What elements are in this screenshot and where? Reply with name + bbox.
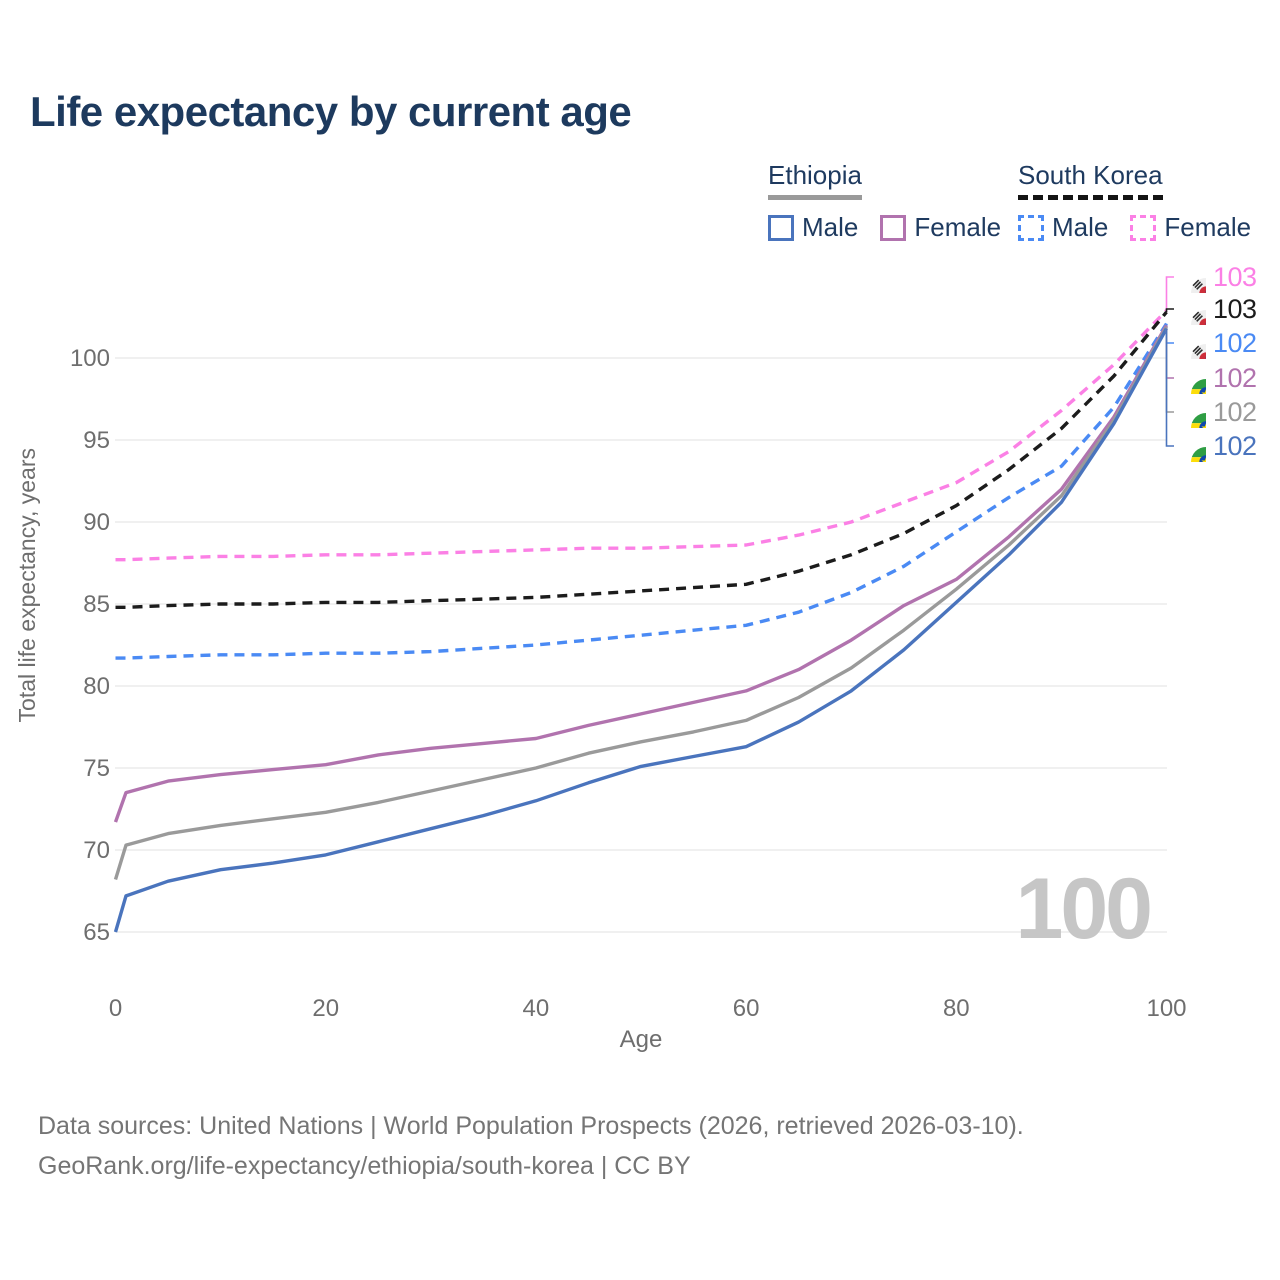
chart-line-sk_male: [115, 322, 1168, 660]
ethiopia-flag-icon: [1176, 364, 1206, 394]
legend-country-label: Ethiopia: [768, 160, 862, 200]
chart-line-eth_total: [113, 325, 1168, 880]
footer: Data sources: United Nations | World Pop…: [38, 1106, 1024, 1186]
leader-line-eth_female: [1165, 325, 1174, 379]
end-label-row-sk_female: 103: [1176, 262, 1257, 293]
legend-swatch: [1130, 214, 1157, 241]
y-tick-label: 85: [83, 591, 110, 618]
legend-item-label: Male: [802, 212, 859, 242]
end-value-label: 102: [1213, 328, 1257, 358]
legend-item-ethiopia-male[interactable]: Male: [768, 212, 858, 243]
end-label-row-eth_male: 102: [1176, 431, 1257, 462]
chart-line-eth_female: [113, 324, 1168, 823]
y-tick-label: 70: [83, 837, 110, 864]
legend-group-1: South Korea Male Female: [1018, 160, 1251, 243]
x-tick-label: 60: [733, 995, 760, 1022]
age-counter-watermark: 100: [1015, 861, 1154, 957]
legend-item-ethiopia-female[interactable]: Female: [880, 212, 1001, 243]
leader-line-eth_male: [1165, 328, 1174, 447]
data-sources-line: Data sources: United Nations | World Pop…: [38, 1112, 1024, 1140]
attribution-line: GeoRank.org/life-expectancy/ethiopia/sou…: [38, 1152, 691, 1180]
legend-swatch: [1018, 214, 1044, 241]
end-label-row-sk_total: 103: [1176, 294, 1257, 325]
legend-swatch: [880, 214, 907, 241]
y-tick-label: 80: [83, 673, 110, 700]
chart-line-eth_male: [113, 327, 1168, 933]
chart-canvas: 65 70 75 80 85 90 95 100 0 20 40 60 80 100: [70, 276, 1187, 1022]
y-tick-label: 100: [70, 345, 110, 372]
page-title: Life expectancy by current age: [30, 88, 632, 135]
y-tick-label: 95: [83, 427, 110, 454]
legend-swatch: [768, 214, 794, 241]
end-value-label: 102: [1213, 363, 1257, 393]
south-korea-flag-icon: [1176, 295, 1206, 325]
x-tick-label: 100: [1146, 995, 1186, 1022]
y-tick-label: 65: [83, 919, 110, 946]
leader-line-eth_total: [1165, 326, 1174, 413]
end-value-label: 102: [1213, 431, 1257, 461]
legend-item-south-korea-female[interactable]: Female: [1130, 212, 1251, 243]
y-axis-title: Total life expectancy, years: [14, 448, 40, 723]
end-value-label: 102: [1213, 397, 1257, 427]
ethiopia-flag-icon: [1176, 398, 1206, 428]
x-axis-title: Age: [619, 1026, 663, 1053]
end-value-label: 103: [1213, 262, 1257, 292]
end-label-row-eth_female: 102: [1176, 363, 1257, 394]
south-korea-flag-icon: [1176, 329, 1206, 359]
legend-item-label: Female: [914, 212, 1002, 242]
south-korea-flag-icon: [1176, 263, 1206, 293]
end-value-label: 103: [1213, 294, 1257, 324]
end-label-row-sk_male: 102: [1176, 328, 1257, 359]
leader-line-sk_total: [1165, 308, 1174, 313]
leader-line-sk_female: [1165, 276, 1174, 311]
x-tick-label: 0: [109, 995, 122, 1022]
legend-item-south-korea-male[interactable]: Male: [1018, 212, 1108, 243]
legend-group-0: Ethiopia Male Female: [768, 160, 1001, 243]
x-tick-label: 40: [523, 995, 550, 1022]
chart-line-sk_female: [115, 309, 1168, 562]
legend-item-label: Female: [1164, 212, 1252, 242]
legend-country-label: South Korea: [1018, 160, 1163, 200]
end-label-row-eth_total: 102: [1176, 397, 1257, 428]
y-tick-label: 75: [83, 755, 110, 782]
legend-item-label: Male: [1052, 212, 1109, 242]
x-tick-label: 80: [943, 995, 970, 1022]
ethiopia-flag-icon: [1176, 432, 1206, 462]
x-tick-label: 20: [312, 995, 339, 1022]
y-tick-label: 90: [83, 509, 110, 536]
chart-line-sk_total: [115, 311, 1168, 609]
